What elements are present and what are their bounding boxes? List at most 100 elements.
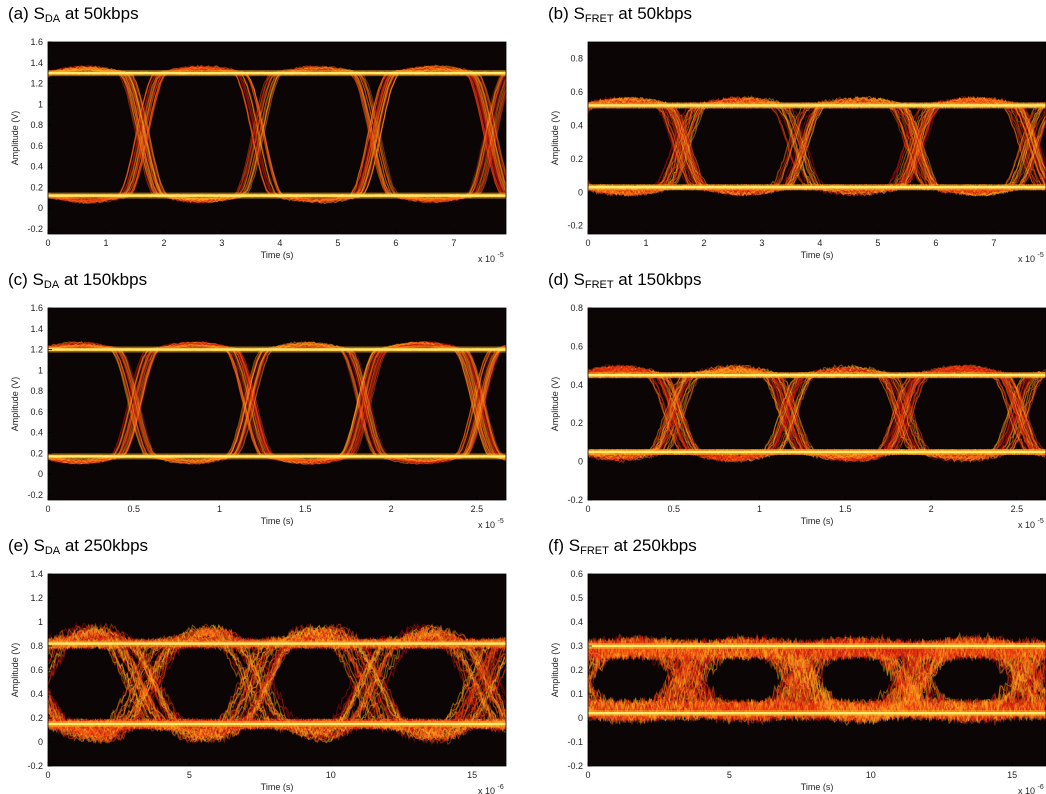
low-level-line bbox=[588, 186, 1046, 189]
plot-background bbox=[588, 574, 1046, 766]
low-level-line bbox=[588, 712, 1046, 715]
y-tick-label: -0.2 bbox=[567, 495, 583, 505]
plot-frame bbox=[587, 41, 1046, 235]
y-axis-label: Amplitude (V) bbox=[10, 377, 20, 432]
eye-traces bbox=[588, 94, 1046, 198]
eye-trace bbox=[588, 637, 1046, 724]
eye-traces bbox=[588, 631, 1046, 727]
eye-trace bbox=[48, 623, 506, 744]
chart-title: (a) SDA at 50kbps bbox=[8, 4, 139, 25]
eye-trace bbox=[48, 706, 506, 738]
eye-trace bbox=[588, 637, 1046, 722]
chart-panel-c: (c) SDA at 150kbps -0.2 0 0.2 0.4 0.6 0.8 1 1.2 1… bbox=[0, 266, 520, 530]
high-level-line bbox=[48, 348, 506, 351]
eye-trace bbox=[48, 622, 506, 745]
x-tick-label: 1.5 bbox=[839, 504, 852, 514]
y-tick-label: 1.6 bbox=[30, 37, 43, 47]
eye-traces bbox=[48, 64, 506, 205]
x-tick-label: 1.5 bbox=[299, 504, 312, 514]
eye-trace bbox=[48, 629, 506, 739]
y-tick-label: 0 bbox=[578, 457, 583, 467]
high-level-line bbox=[588, 644, 1046, 648]
plot-frame bbox=[47, 307, 507, 501]
y-tick-label: -0.2 bbox=[27, 224, 43, 234]
x-tick-label: 3 bbox=[759, 238, 764, 248]
eye-trace bbox=[588, 637, 1046, 724]
y-tick-label: 0.4 bbox=[30, 428, 43, 438]
y-tick-label: 0.4 bbox=[30, 689, 43, 699]
eye-traces bbox=[48, 621, 506, 745]
x-scale-label: x 10 -5 bbox=[1018, 252, 1044, 264]
eye-trace bbox=[588, 634, 1046, 722]
x-tick-label: 3 bbox=[219, 238, 224, 248]
high-level-line bbox=[588, 374, 1046, 377]
y-axis-label: Amplitude (V) bbox=[550, 643, 560, 698]
y-tick-label: 1.4 bbox=[30, 324, 43, 334]
x-axis-label: Time (s) bbox=[261, 250, 294, 260]
y-tick-label: 1 bbox=[38, 365, 43, 375]
eye-trace bbox=[588, 636, 1046, 723]
eye-trace bbox=[588, 639, 1046, 725]
y-tick-label: 0.1 bbox=[570, 689, 583, 699]
eye-trace bbox=[48, 626, 506, 740]
eye-trace bbox=[588, 634, 1046, 721]
chart-svg: -0.200.20.40.60.811.21.41.60 1 2 3 4 5 6 7Time … bbox=[10, 37, 507, 264]
x-tick-label: 2.5 bbox=[1011, 504, 1024, 514]
y-tick-label: 0.4 bbox=[30, 162, 43, 172]
eye-trace bbox=[588, 366, 1046, 461]
eye-trace bbox=[48, 629, 506, 740]
x-tick-label: 1 bbox=[643, 238, 648, 248]
eye-trace bbox=[48, 629, 506, 740]
chart-svg: -0.200.20.40.60.811.21.41.60 0.5 1 1.5 2 2.5T… bbox=[10, 303, 507, 530]
low-level-line bbox=[48, 455, 506, 458]
x-tick-label: 2.5 bbox=[471, 504, 484, 514]
plot-background bbox=[588, 308, 1046, 500]
x-tick-label: 0.5 bbox=[668, 504, 681, 514]
chart-svg: -0.2 -0.1 0 0.1 0.2 0.3 0.4 0.5 0.6 0 5 10 15 Time (s… bbox=[550, 569, 1046, 794]
y-tick-label: 0.4 bbox=[570, 617, 583, 627]
y-tick-label: 0.4 bbox=[570, 120, 583, 130]
chart-title: (e) SDA at 250kbps bbox=[8, 536, 149, 557]
eye-trace bbox=[588, 636, 1046, 723]
eye-trace bbox=[588, 636, 1046, 723]
y-axis-label: Amplitude (V) bbox=[550, 111, 560, 166]
x-tick-label: 0 bbox=[45, 238, 50, 248]
y-tick-label: -0.2 bbox=[27, 761, 43, 771]
plot-background bbox=[48, 574, 506, 766]
x-tick-label: 4 bbox=[277, 238, 282, 248]
low-level-line bbox=[48, 722, 506, 726]
y-tick-label: 1.2 bbox=[30, 79, 43, 89]
y-tick-label: 0.4 bbox=[570, 380, 583, 390]
eye-trace bbox=[588, 636, 1046, 724]
y-tick-label: 1.6 bbox=[30, 303, 43, 313]
chart-panel-a: (a) SDA at 50kbps -0.2 0 0.2 0.4 0.6 0.8 1 1.2 1.… bbox=[0, 0, 520, 264]
y-tick-label: 0 bbox=[38, 203, 43, 213]
y-tick-label: 1 bbox=[38, 99, 43, 109]
y-tick-label: 0.5 bbox=[570, 593, 583, 603]
eye-trace bbox=[588, 636, 1046, 722]
eye-trace bbox=[588, 698, 1046, 721]
x-tick-label: 2 bbox=[161, 238, 166, 248]
y-tick-label: 0.8 bbox=[570, 54, 583, 64]
x-axis-label: Time (s) bbox=[801, 782, 834, 792]
y-tick-label: 1.4 bbox=[30, 58, 43, 68]
y-tick-label: 0.3 bbox=[570, 641, 583, 651]
y-tick-label: 0 bbox=[578, 713, 583, 723]
y-tick-label: 0.2 bbox=[570, 154, 583, 164]
x-tick-label: 7 bbox=[991, 238, 996, 248]
x-tick-label: 10 bbox=[326, 770, 336, 780]
x-tick-label: 0 bbox=[585, 238, 590, 248]
x-tick-label: 0 bbox=[45, 504, 50, 514]
eye-trace bbox=[588, 367, 1046, 461]
y-tick-label: 0.6 bbox=[30, 665, 43, 675]
eye-trace bbox=[588, 633, 1046, 723]
plot-frame bbox=[587, 307, 1046, 501]
high-level-line bbox=[588, 104, 1046, 107]
eye-traces bbox=[588, 363, 1046, 464]
eye-trace bbox=[588, 635, 1046, 723]
y-tick-label: 1.2 bbox=[30, 593, 43, 603]
x-scale-label: x 10 -6 bbox=[478, 784, 504, 794]
x-scale-label: x 10 -5 bbox=[478, 252, 504, 264]
